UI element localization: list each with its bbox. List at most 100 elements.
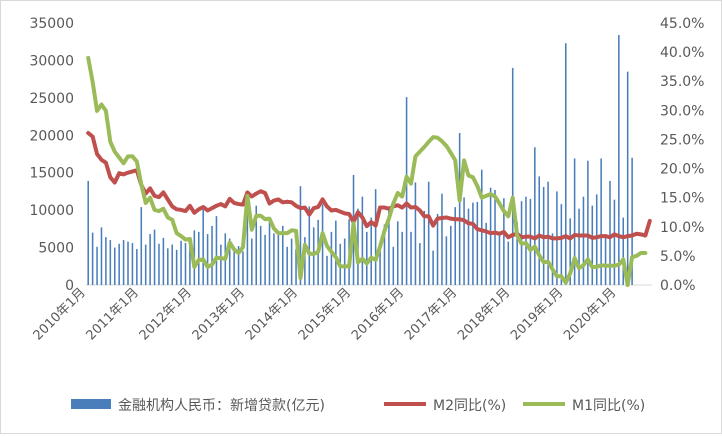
loan-bar [184,243,187,285]
loan-bar [450,225,452,285]
loan-bar [498,235,501,285]
loan-bar [489,187,492,285]
loan-bar [87,180,89,285]
loan-bar [564,43,567,286]
loan-bar [299,186,302,285]
loan-bar [436,213,439,285]
loan-bar [587,160,589,285]
loan-bar [220,244,222,285]
loan-bar [618,34,620,285]
loan-bar [91,232,94,285]
loan-bar [467,208,470,285]
x-tick-label: 2011年1月 [84,285,142,343]
loan-bar [529,198,532,285]
loan-bar [604,235,607,285]
x-tick-label: 2017年1月 [402,285,460,343]
legend-label-m2: M2同比(%) [433,398,506,414]
loan-bar [167,248,169,285]
loan-bar [392,246,395,285]
loan-bar [211,225,213,285]
loan-bar [206,234,209,285]
loan-bar [268,220,271,285]
loan-bar [237,246,240,285]
legend-label-m1: M1同比(%) [572,398,645,414]
loan-bar [140,207,143,285]
loan-bar [600,158,602,285]
loan-bar [330,231,333,285]
loan-bar [189,237,191,285]
y-right-tick-label: 35.0% [660,74,704,90]
legend-label-loans: 金融机构人民币：新增贷款(亿元) [118,398,325,414]
loan-bar [423,210,426,285]
tick-labels-group: 0 5000 10000 15000 20000 25000 30000 35000 0.0% 5… [29,16,704,343]
x-tick-label: 2016年1月 [349,285,407,343]
y-right-tick-label: 40.0% [660,45,704,61]
loan-bar [578,208,580,285]
loan-bar [162,237,165,285]
loan-bar [595,194,598,285]
loan-bar [419,243,421,285]
y-right-tick-label: 45.0% [660,16,704,32]
legend-swatch-loans [71,399,111,409]
loan-bar [458,133,461,285]
legend: 金融机构人民币：新增贷款(亿元) M2同比(%) M1同比(%) [71,398,645,414]
loan-bar [122,240,125,285]
loan-bar [388,206,390,285]
x-tick-label: 2010年1月 [31,285,89,343]
loan-bar [396,221,399,285]
loan-bar [463,197,465,285]
loan-bar [100,227,103,285]
x-tick-label: 2015年1月 [296,285,354,343]
y-left-tick-label: 10000 [29,203,74,219]
loan-bar [281,225,284,285]
loan-bar [560,204,563,285]
loan-bar [105,237,107,285]
growth-lines-group [86,55,652,287]
loan-bar [480,169,483,285]
loan-bar [180,240,182,285]
loan-bar [511,67,514,286]
loan-bar [525,196,527,285]
loan-bar [343,238,346,285]
loan-bar [321,204,324,285]
loan-bar [109,240,112,285]
loan-bar [370,217,372,285]
loan-bar [441,193,443,285]
loan-bar [516,222,518,285]
loan-bar [118,243,120,285]
loan-bar [295,249,297,285]
loan-bar [410,231,412,285]
loan-bar [507,241,510,285]
x-tick-label: 2020年1月 [561,285,619,343]
y-left-tick-label: 20000 [29,128,74,144]
y-left-tick-label: 30000 [29,53,74,69]
loan-bar [158,243,160,285]
loan-bar [308,206,311,285]
x-tick-label: 2018年1月 [455,285,513,343]
loan-bar [547,181,549,285]
loan-bar [171,244,174,285]
y-left-tick-label: 15000 [29,166,74,182]
loan-bar [131,243,134,285]
x-tick-label: 2014年1月 [243,285,301,343]
y-right-tick-label: 15.0% [660,191,704,207]
loan-bar [383,224,386,285]
m1-growth-line [86,55,648,287]
loan-bar [149,234,151,285]
loan-bar [246,204,249,285]
loan-bar [538,176,541,285]
loan-bar [304,237,306,285]
loan-bar [277,232,280,285]
y-left-tick-label: 5000 [38,241,74,257]
y-right-tick-label: 20.0% [660,162,704,178]
loan-bar [228,238,231,285]
loan-bar [569,218,571,285]
loan-bar [631,157,633,285]
y-left-tick-label: 0 [65,278,74,294]
loan-bar [290,238,293,285]
loan-bar [432,250,434,285]
loan-bar [286,246,288,285]
loan-bar [259,225,262,285]
loan-bar [427,181,430,285]
loan-bar [613,199,616,285]
